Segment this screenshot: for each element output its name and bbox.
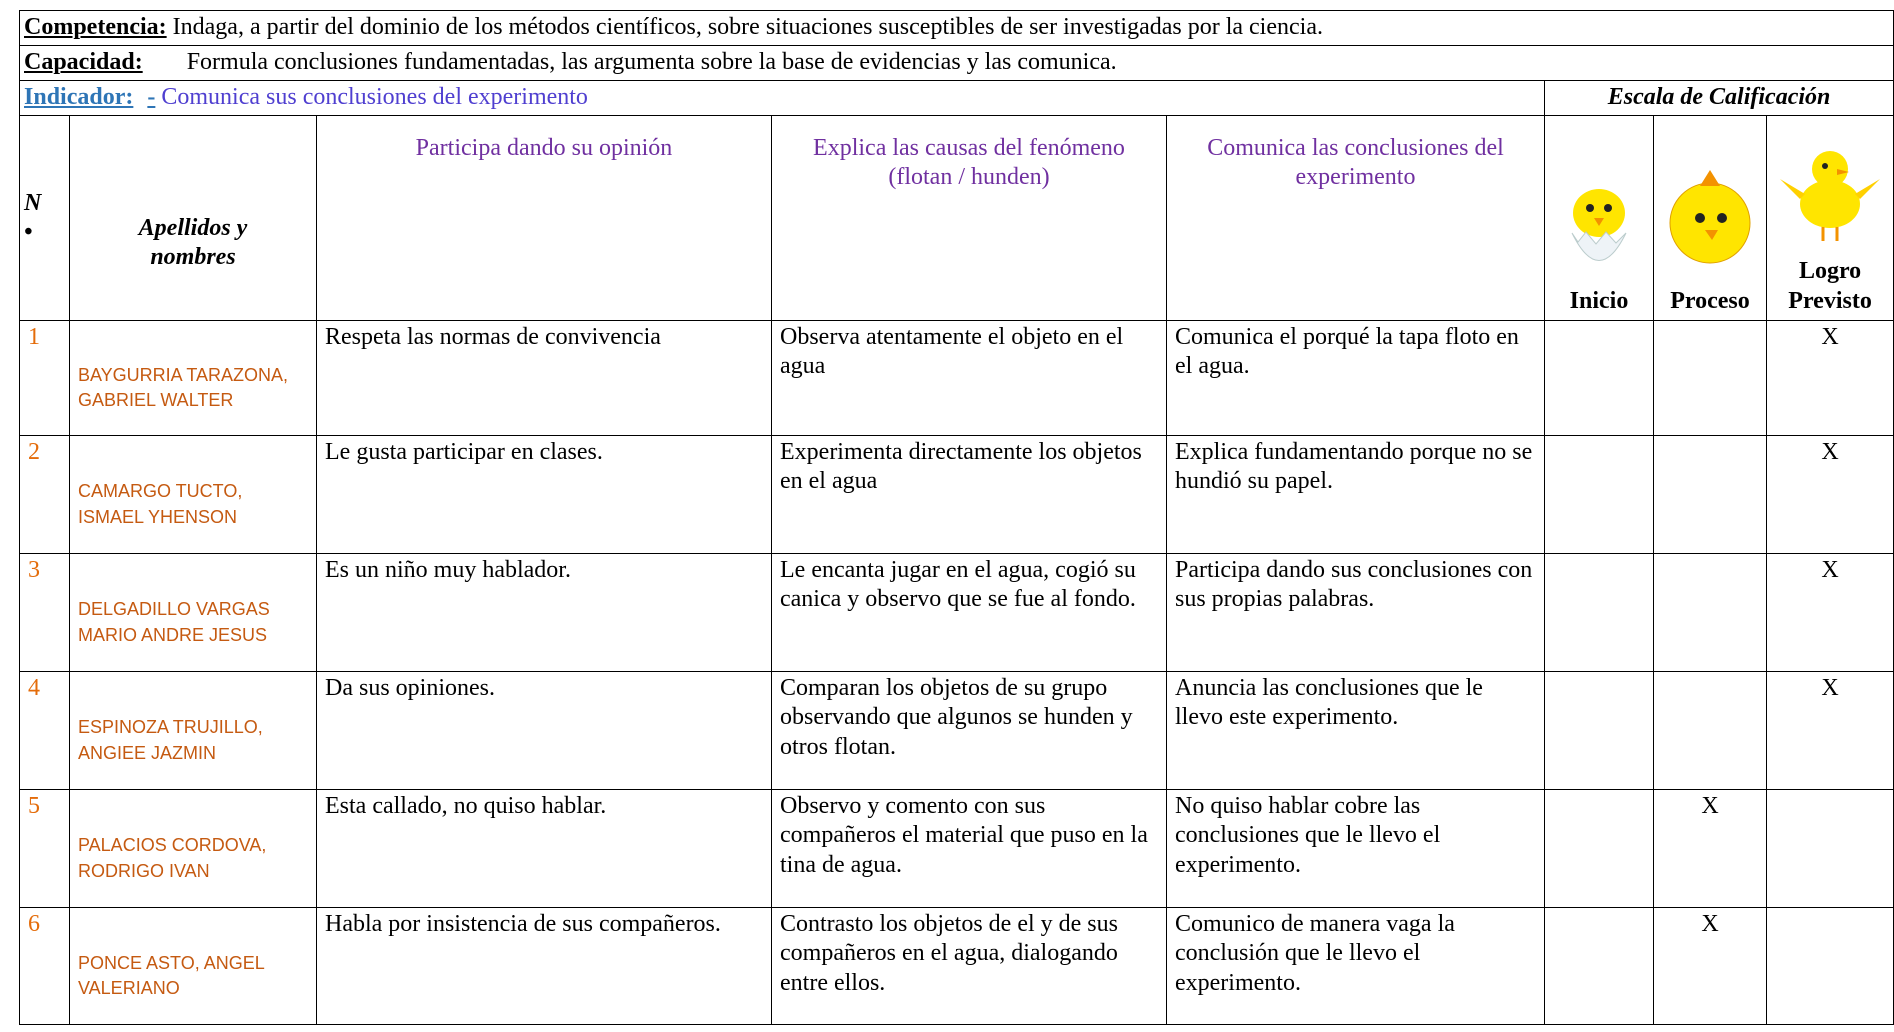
- name-header: Apellidos y nombres: [69, 115, 317, 321]
- number: 4: [19, 671, 70, 790]
- student-row: 1 BAYGURRIA TARAZONA, GABRIEL WALTER Respe…: [19, 320, 1894, 436]
- chick-icon: [1669, 170, 1751, 264]
- student-name: ESPINOZA TRUJILLO, ANGIEE JAZMIN: [69, 671, 317, 790]
- scale-title: Escala de Calificación: [1543, 80, 1894, 116]
- grade-cell: [1765, 907, 1894, 1025]
- c1: Es un niño muy hablador.: [316, 553, 772, 672]
- evaluation-table: Competencia: Indaga, a partir del domini…: [18, 10, 1894, 1025]
- grade-cell: X: [1765, 671, 1894, 790]
- c3: Comunico de manera vaga la conclusión qu…: [1166, 907, 1545, 1025]
- label: Proceso: [1670, 287, 1750, 314]
- c3-header: Comunica las conclusiones del experiment…: [1166, 115, 1545, 321]
- c1: Habla por insistencia de sus compañeros.: [316, 907, 772, 1025]
- label: Indicador:: [24, 84, 134, 110]
- student-name: PONCE ASTO, ANGEL VALERIANO: [69, 907, 317, 1025]
- column-header-row: N • Apellidos y nombres Participa dando s…: [19, 115, 1894, 321]
- student-name: PALACIOS CORDOVA, RODRIGO IVAN: [69, 789, 317, 908]
- grade-cell: X: [1765, 320, 1894, 436]
- dash: -: [147, 84, 156, 110]
- c3: Explica fundamentando porque no se hundi…: [1166, 435, 1545, 554]
- number: 3: [19, 553, 70, 672]
- label: Inicio: [1569, 287, 1629, 314]
- c2: Le encanta jugar en el agua, cogió su ca…: [771, 553, 1167, 672]
- competencia-cell: Competencia: Indaga, a partir del domini…: [18, 10, 1894, 46]
- student-row: 3 DELGADILLO VARGAS MARIO ANDRE JESUS Es u…: [19, 553, 1894, 672]
- c3: Participa dando sus conclusiones con sus…: [1166, 553, 1545, 672]
- student-row: 6 PONCE ASTO, ANGEL VALERIANO Habla por in…: [19, 907, 1894, 1025]
- grade-cell: [1544, 435, 1654, 554]
- text: Formula conclusiones fundamentadas, las …: [186, 49, 1117, 75]
- grade-cell: X: [1765, 553, 1894, 672]
- grade-cell: [1544, 671, 1654, 790]
- chick-standing-icon: [1780, 151, 1881, 242]
- grade-cell: [1544, 553, 1654, 672]
- grade-cell: X: [1653, 789, 1767, 908]
- level-header: Proceso: [1653, 115, 1767, 321]
- grade-cell: [1653, 320, 1767, 436]
- number: 2: [19, 435, 70, 554]
- c2: Observo y comento con sus compañeros el …: [771, 789, 1167, 908]
- capacidad-row: Capacidad: Formula conclusiones fundament…: [18, 45, 1894, 81]
- student-name: DELGADILLO VARGAS MARIO ANDRE JESUS: [69, 553, 317, 672]
- n: N: [24, 189, 42, 216]
- text: Indaga, a partir del dominio de los méto…: [166, 14, 1323, 40]
- grade-cell: [1653, 671, 1767, 790]
- c3: No quiso hablar cobre las conclusiones q…: [1166, 789, 1545, 908]
- c1-header: Participa dando su opinión: [316, 115, 772, 321]
- level-header: Logro Previsto: [1765, 115, 1894, 321]
- c3: Anuncia las conclusiones que le llevo es…: [1166, 671, 1545, 790]
- c1: Esta callado, no quiso hablar.: [316, 789, 772, 908]
- student-row: 5 PALACIOS CORDOVA, RODRIGO IVAN Esta call…: [19, 789, 1894, 908]
- c2: Contrasto los objetos de el y de sus com…: [771, 907, 1167, 1025]
- grade-cell: [1653, 553, 1767, 672]
- capacidad-cell: Capacidad: Formula conclusiones fundament…: [18, 45, 1894, 81]
- grade-cell: [1544, 907, 1654, 1025]
- level-header: Inicio: [1544, 115, 1654, 321]
- student-name: CAMARGO TUCTO, ISMAEL YHENSON: [69, 435, 317, 554]
- student-name: BAYGURRIA TARAZONA, GABRIEL WALTER: [69, 320, 317, 436]
- number: 5: [19, 789, 70, 908]
- label: Capacidad:: [24, 49, 143, 75]
- table-body: Competencia: Indaga, a partir del domini…: [18, 10, 1894, 1025]
- grade-cell: [1765, 789, 1894, 908]
- indicador-cell: Indicador: - Comunica sus conclusiones de…: [19, 80, 1545, 116]
- student-row: 2 CAMARGO TUCTO, ISMAEL YHENSON Le gusta p…: [19, 435, 1894, 554]
- text: Comunica sus conclusiones del experiment…: [161, 84, 588, 110]
- c2: Experimenta directamente los objetos en …: [771, 435, 1167, 554]
- grade-cell: X: [1765, 435, 1894, 554]
- grade-cell: X: [1653, 907, 1767, 1025]
- number: 6: [19, 907, 70, 1025]
- number: 1: [19, 320, 70, 436]
- c2-header: Explica las causas del fenómeno (flotan …: [771, 115, 1167, 321]
- c1: Respeta las normas de convivencia: [316, 320, 772, 436]
- c1: Da sus opiniones.: [316, 671, 772, 790]
- c2: Observa atentamente el objeto en el agua: [771, 320, 1167, 436]
- grade-cell: [1544, 320, 1654, 436]
- number-header: N •: [19, 115, 70, 321]
- label: Competencia:: [24, 14, 167, 40]
- label: Logro Previsto: [1788, 258, 1872, 314]
- c2: Comparan los objetos de su grupo observa…: [771, 671, 1167, 790]
- grade-cell: [1544, 789, 1654, 908]
- chick-egg-icon: [1571, 189, 1627, 262]
- student-row: 4 ESPINOZA TRUJILLO, ANGIEE JAZMIN Da sus …: [19, 671, 1894, 790]
- competencia-row: Competencia: Indaga, a partir del domini…: [18, 10, 1894, 46]
- c1: Le gusta participar en clases.: [316, 435, 772, 554]
- grade-cell: [1653, 435, 1767, 554]
- bullet: •: [24, 219, 33, 245]
- indicador-row: Indicador: - Comunica sus conclusiones de…: [19, 80, 1894, 116]
- c3: Comunica el porqué la tapa floto en el a…: [1166, 320, 1545, 436]
